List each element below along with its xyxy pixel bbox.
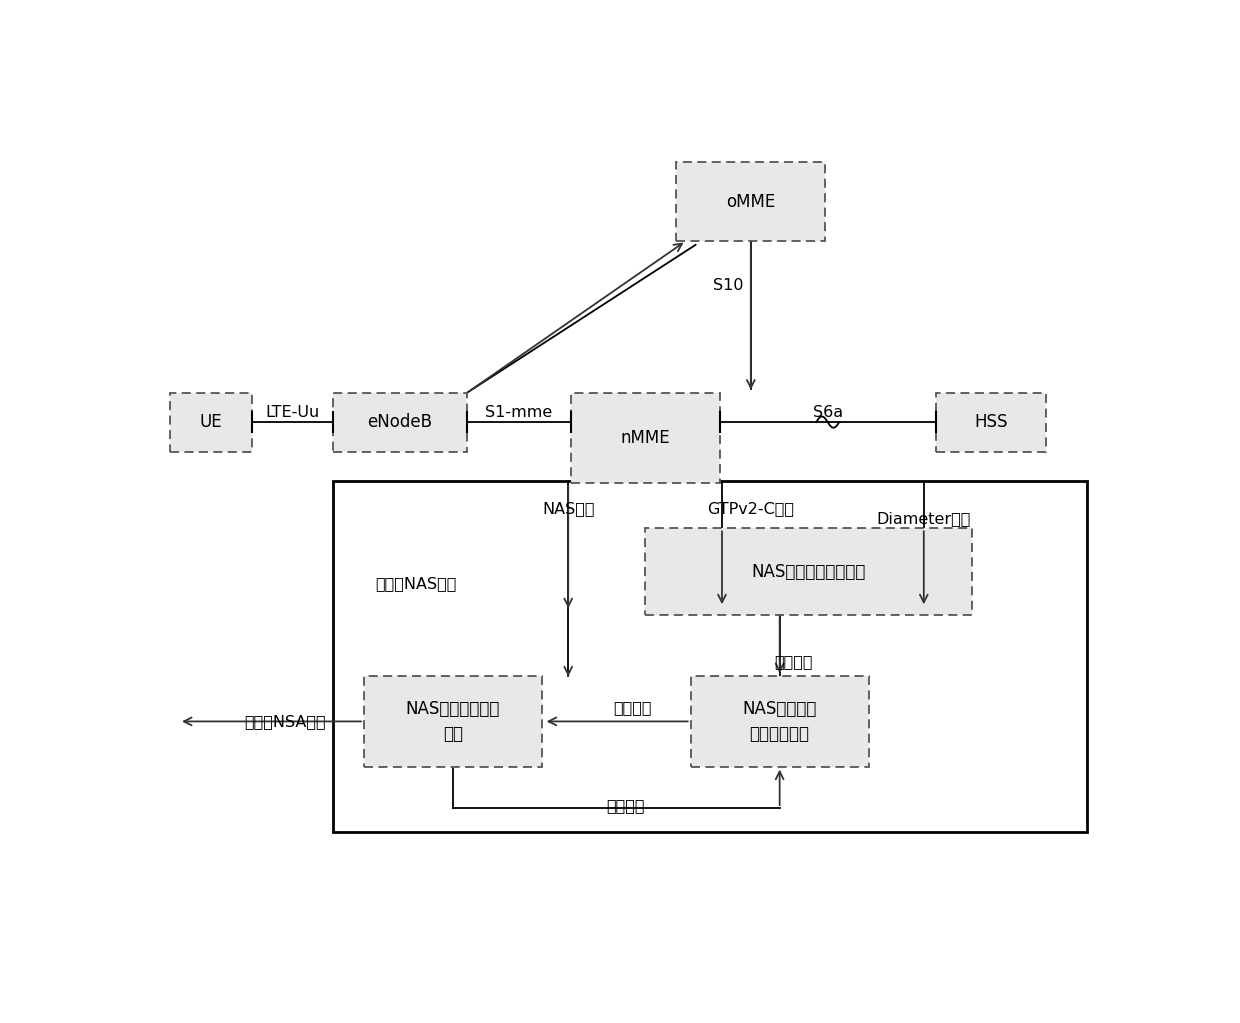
Text: nMME: nMME [620,429,670,447]
Text: NAS解密参数
存储维护模块: NAS解密参数 存储维护模块 [743,700,817,743]
Text: 解密参数: 解密参数 [774,654,812,669]
Text: eNodeB: eNodeB [367,413,433,431]
Text: S1-mme: S1-mme [485,405,552,420]
Text: NAS消息: NAS消息 [542,501,594,517]
Text: HSS: HSS [975,413,1008,431]
Bar [170,393,252,451]
Text: LTE-Uu: LTE-Uu [265,405,320,420]
Text: NAS解密参数提取模块: NAS解密参数提取模块 [751,563,866,581]
Bar [570,393,719,483]
Bar [332,393,467,451]
Bar [365,676,542,766]
Text: GTPv2-C消息: GTPv2-C消息 [707,501,795,517]
Text: oMME: oMME [727,192,775,211]
Text: 参数输入: 参数输入 [614,700,652,715]
Bar [645,529,972,615]
Text: 加密的NAS消息: 加密的NAS消息 [376,576,458,591]
Text: 解密后NSA消息: 解密后NSA消息 [244,714,326,729]
Text: S6a: S6a [812,405,843,420]
Bar [332,481,1087,832]
Bar [936,393,1047,451]
Text: UE: UE [200,413,222,431]
Text: NAS消息解密执行
模块: NAS消息解密执行 模块 [405,700,500,743]
Text: S10: S10 [713,278,743,294]
Text: Diameter消息: Diameter消息 [877,512,971,527]
Text: 相关参数: 相关参数 [606,798,645,813]
Bar [676,163,826,241]
Bar [691,676,868,766]
